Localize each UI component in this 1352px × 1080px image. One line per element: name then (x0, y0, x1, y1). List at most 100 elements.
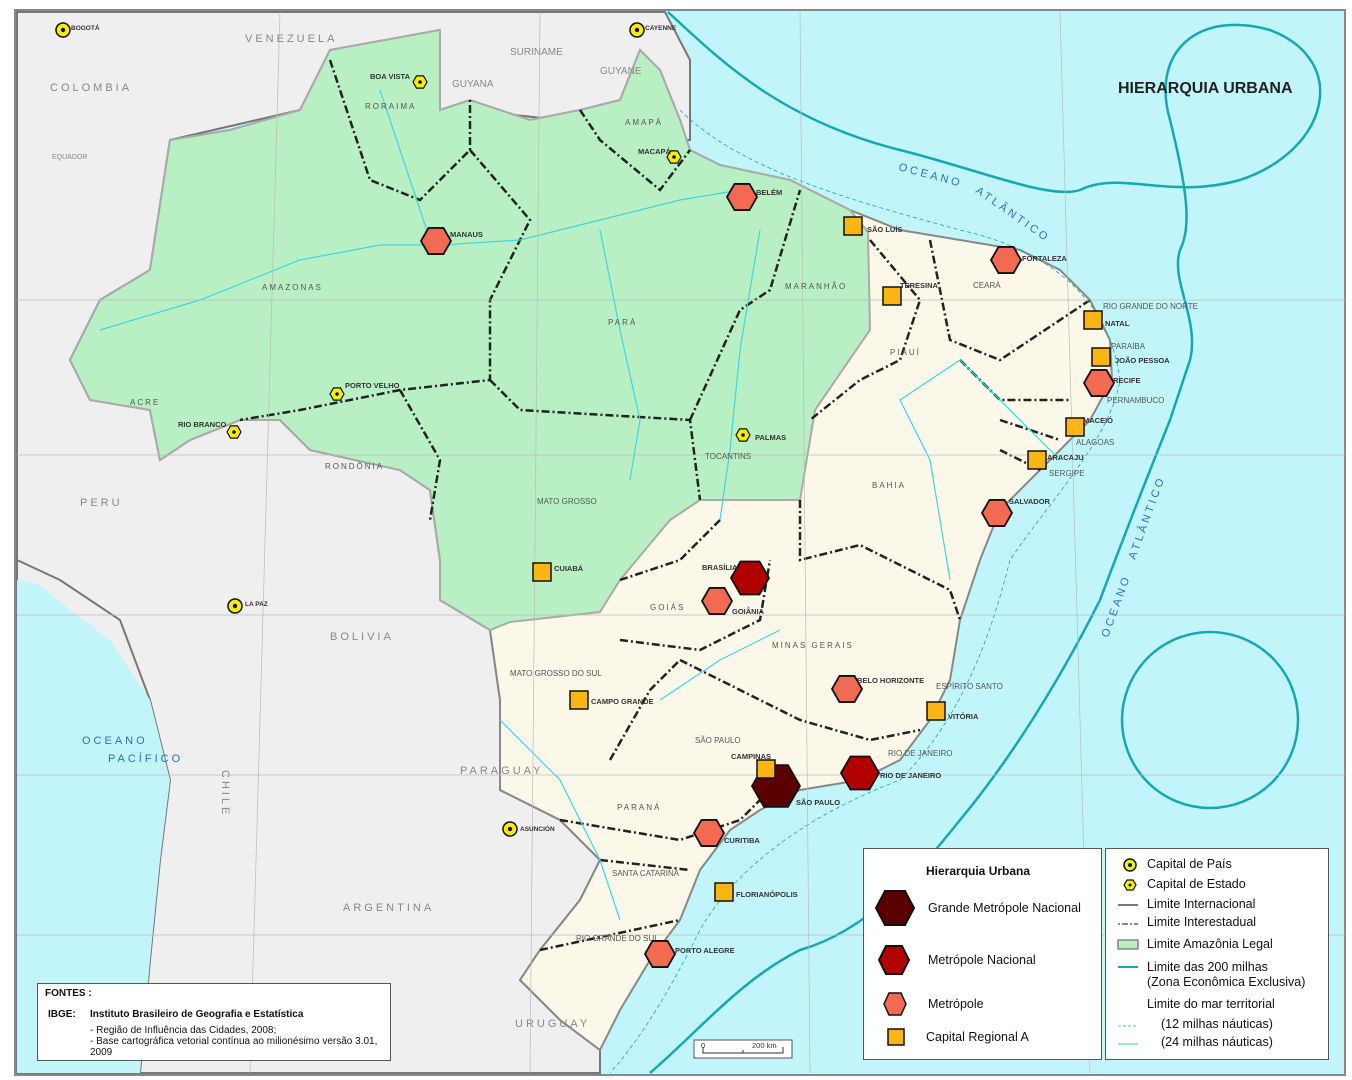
capital-dot-icon (335, 392, 339, 396)
state-label: SANTA CATARINA (612, 869, 680, 878)
state-label: RIO GRANDE DO SUL (576, 934, 659, 943)
legend-item: Capital de Estado (1147, 877, 1246, 891)
state-label: MATO GROSSO DO SUL (510, 669, 602, 678)
capital-dot-icon (672, 155, 676, 159)
legend-item: (24 milhas náuticas) (1161, 1035, 1273, 1049)
city-label: BOGOTÁ (71, 23, 100, 32)
ocean-label: PACÍFICO (108, 752, 183, 765)
country-label: ARGENTINA (343, 902, 434, 914)
city-label: MACAPÁ (638, 147, 671, 156)
city-label: MANAUS (450, 230, 483, 239)
capital-regional-a-icon (843, 216, 863, 236)
source-item: - Região de Influência das Cidades, 2008… (90, 1025, 277, 1036)
country-label: PERU (80, 497, 123, 509)
country-label: GUYANE (600, 66, 642, 77)
metropole-icon (830, 675, 864, 703)
metropole-icon (725, 183, 759, 211)
capital-regional-a-icon (714, 882, 734, 902)
scale-bar: 0 200 km (693, 1039, 793, 1059)
city-label: RIO DE JANEIRO (880, 771, 941, 780)
city-label: LA PAZ (245, 601, 268, 608)
city-label: JOÃO PESSOA (1115, 356, 1170, 365)
legend-item: Limite Amazônia Legal (1147, 937, 1273, 951)
state-label: AMAPÁ (625, 118, 663, 127)
legend-symbols (874, 890, 916, 1046)
legend-item: Grande Metrópole Nacional (928, 901, 1081, 915)
capital-dot-icon (232, 430, 236, 434)
city-label: FORTALEZA (1022, 254, 1067, 263)
scale-start: 0 (701, 1041, 705, 1050)
city-label: MACEIÓ (1083, 416, 1113, 425)
state-label: RIO GRANDE DO NORTE (1103, 302, 1198, 311)
city-label: CAMPO GRANDE (591, 697, 654, 706)
legend-item: Limite Interestadual (1147, 915, 1257, 929)
city-label: CAMPINAS (731, 752, 771, 761)
city-label: ARACAJU (1047, 453, 1084, 462)
city-label: BELO HORIZONTE (857, 676, 924, 685)
capital-regional-a-icon (1091, 347, 1111, 367)
city-markers: BOGOTÁ CAYENNE LA PAZ ASUNCIÓN BOA VISTA MACA… (55, 22, 1170, 968)
pacific-ocean (17, 580, 170, 1073)
map-title: HIERARQUIA URBANA (1118, 80, 1293, 97)
capital-regional-a-icon (569, 690, 589, 710)
state-label: AMAZONAS (262, 283, 323, 292)
legend-item: Metrópole (928, 997, 984, 1011)
country-label: BOLIVIA (330, 631, 394, 643)
country-label: GUYANA (452, 79, 494, 90)
capital-regional-a-icon (756, 759, 776, 779)
metropole-icon (700, 587, 734, 615)
capital-regional-a-icon (1027, 450, 1047, 470)
state-label: RONDÔNIA (325, 462, 384, 471)
source-item: - Base cartográfica vetorial contínua ao… (90, 1036, 378, 1058)
state-label: PARÁ (608, 318, 637, 327)
hexagon-large-icon (874, 890, 916, 926)
city-label: NATAL (1105, 319, 1130, 328)
metropole-nacional-icon (839, 755, 881, 791)
square-icon (887, 1028, 905, 1046)
sources-org-name: Instituto Brasileiro de Geografia e Esta… (90, 1009, 304, 1020)
legend-item: Limite das 200 milhas (1147, 960, 1268, 974)
capital-regional-a-icon (1065, 417, 1085, 437)
metropole-icon (419, 227, 453, 255)
legend-symbols-lines: Capital de País Capital de Estado Limite… (1105, 848, 1329, 1060)
state-label: TOCANTINS (705, 452, 751, 461)
hexagon-small-icon (883, 992, 907, 1016)
legend-title: Hierarquia Urbana (926, 864, 1031, 878)
legend-item: Limite Internacional (1147, 897, 1256, 911)
metropole-icon (692, 819, 726, 847)
state-label: MINAS GERAIS (772, 641, 854, 650)
city-label: RECIFE (1113, 376, 1141, 385)
city-label: VITÓRIA (948, 712, 979, 721)
country-label: VENEZUELA (245, 33, 337, 45)
city-label: SÃO LUÍS (867, 225, 902, 234)
city-label: FLORIANÓPOLIS (736, 890, 798, 899)
city-label: BRASÍLIA (702, 563, 738, 572)
territorial-sea-line (609, 109, 1121, 1074)
city-label: GOIÂNIA (732, 607, 765, 616)
country-label: EQUADOR (52, 154, 87, 161)
metropole-icon (989, 246, 1023, 274)
state-label: MATO GROSSO (537, 497, 597, 506)
capital-regional-a-icon (532, 562, 552, 582)
state-label: ESPÍRITO SANTO (936, 682, 1003, 691)
state-label: ALAGOAS (1076, 438, 1114, 447)
capital-regional-a-icon (882, 286, 902, 306)
city-label: PALMAS (755, 433, 786, 442)
country-label: PARAGUAY (460, 765, 544, 777)
state-label: MARANHÃO (785, 282, 847, 291)
legend-line-symbols (1117, 858, 1139, 1045)
country-label: URUGUAY (515, 1018, 590, 1030)
sources-heading: FONTES : (45, 988, 92, 999)
metropole-nacional-icon (729, 560, 771, 596)
capital-dot-icon (507, 826, 513, 832)
ocean-label: OCEANO (82, 735, 148, 747)
city-label: PORTO ALEGRE (675, 946, 735, 955)
city-label: PORTO VELHO (345, 381, 400, 390)
legend-hierarchy: Hierarquia Urbana Grande Metrópole Nacio… (863, 848, 1102, 1060)
city-label: CAYENNE (645, 25, 677, 32)
legend-item: Capital Regional A (926, 1030, 1029, 1044)
state-label: GOIÁS (650, 603, 685, 612)
city-label: TERESINA (900, 281, 939, 290)
capital-dot-icon (741, 433, 745, 437)
